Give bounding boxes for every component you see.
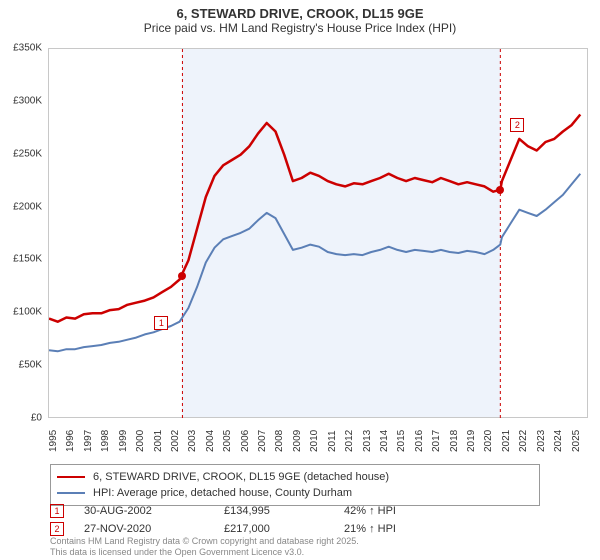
x-tick-label: 2004 bbox=[205, 430, 216, 452]
x-tick-label: 2006 bbox=[240, 430, 251, 452]
legend: 6, STEWARD DRIVE, CROOK, DL15 9GE (detac… bbox=[50, 464, 540, 506]
x-tick-label: 2002 bbox=[170, 430, 181, 452]
y-tick-label: £0 bbox=[31, 413, 42, 424]
legend-swatch bbox=[57, 492, 85, 494]
legend-swatch bbox=[57, 476, 85, 478]
x-tick-label: 2016 bbox=[414, 430, 425, 452]
sale-marker-box: 1 bbox=[154, 316, 168, 330]
sale-row-marker: 1 bbox=[50, 504, 64, 518]
legend-label: 6, STEWARD DRIVE, CROOK, DL15 9GE (detac… bbox=[93, 469, 389, 485]
chart-subtitle: Price paid vs. HM Land Registry's House … bbox=[0, 21, 600, 35]
x-tick-label: 2023 bbox=[536, 430, 547, 452]
y-tick-label: £150K bbox=[13, 254, 42, 265]
x-tick-label: 2025 bbox=[571, 430, 582, 452]
x-tick-label: 2007 bbox=[257, 430, 268, 452]
attribution-line2: This data is licensed under the Open Gov… bbox=[50, 547, 359, 558]
sale-rows: 1 30-AUG-2002£134,99542% ↑ HPI 2 27-NOV-202… bbox=[50, 502, 590, 538]
chart-title: 6, STEWARD DRIVE, CROOK, DL15 9GE bbox=[0, 6, 600, 21]
y-tick-label: £50K bbox=[19, 360, 42, 371]
x-tick-label: 2022 bbox=[518, 430, 529, 452]
sale-point bbox=[496, 186, 504, 194]
chart-container: 6, STEWARD DRIVE, CROOK, DL15 9GE Price … bbox=[0, 0, 600, 560]
title-block: 6, STEWARD DRIVE, CROOK, DL15 9GE Price … bbox=[0, 0, 600, 35]
sale-row-marker: 2 bbox=[50, 522, 64, 536]
legend-label: HPI: Average price, detached house, Coun… bbox=[93, 485, 352, 501]
sale-row-hpi: 21% ↑ HPI bbox=[344, 523, 464, 535]
x-tick-label: 2003 bbox=[187, 430, 198, 452]
x-tick-label: 2000 bbox=[135, 430, 146, 452]
plot-svg bbox=[49, 49, 589, 419]
x-tick-label: 2012 bbox=[344, 430, 355, 452]
y-tick-label: £100K bbox=[13, 307, 42, 318]
sale-row: 1 30-AUG-2002£134,99542% ↑ HPI bbox=[50, 502, 590, 520]
sale-row-price: £134,995 bbox=[224, 505, 344, 517]
x-tick-label: 2009 bbox=[292, 430, 303, 452]
x-tick-label: 2001 bbox=[153, 430, 164, 452]
x-tick-label: 2015 bbox=[396, 430, 407, 452]
sale-row-date: 27-NOV-2020 bbox=[84, 523, 224, 535]
x-axis: 1995 1996 1997 1998 1999 2000 2001 2002 2003 2004… bbox=[48, 420, 588, 460]
sale-row-price: £217,000 bbox=[224, 523, 344, 535]
x-tick-label: 2018 bbox=[449, 430, 460, 452]
x-tick-label: 2010 bbox=[309, 430, 320, 452]
x-tick-label: 2024 bbox=[553, 430, 564, 452]
x-tick-label: 1997 bbox=[83, 430, 94, 452]
plot-area: 12 bbox=[48, 48, 588, 418]
x-tick-label: 1995 bbox=[48, 430, 59, 452]
sale-row-hpi: 42% ↑ HPI bbox=[344, 505, 464, 517]
y-tick-label: £250K bbox=[13, 148, 42, 159]
x-tick-label: 1999 bbox=[118, 430, 129, 452]
y-tick-label: £300K bbox=[13, 95, 42, 106]
sale-marker-box: 2 bbox=[510, 118, 524, 132]
x-tick-label: 2011 bbox=[327, 430, 338, 452]
x-tick-label: 1998 bbox=[100, 430, 111, 452]
x-tick-label: 2017 bbox=[431, 430, 442, 452]
y-axis: £0£50K£100K£150K£200K£250K£300K£350K bbox=[0, 48, 46, 418]
x-tick-label: 2005 bbox=[222, 430, 233, 452]
x-tick-label: 2014 bbox=[379, 430, 390, 452]
x-tick-label: 1996 bbox=[65, 430, 76, 452]
sale-row-date: 30-AUG-2002 bbox=[84, 505, 224, 517]
x-tick-label: 2021 bbox=[501, 430, 512, 452]
x-tick-label: 2020 bbox=[483, 430, 494, 452]
attribution: Contains HM Land Registry data © Crown c… bbox=[50, 536, 359, 558]
y-tick-label: £200K bbox=[13, 201, 42, 212]
x-tick-label: 2019 bbox=[466, 430, 477, 452]
legend-row: HPI: Average price, detached house, Coun… bbox=[57, 485, 533, 501]
x-tick-label: 2008 bbox=[274, 430, 285, 452]
legend-row: 6, STEWARD DRIVE, CROOK, DL15 9GE (detac… bbox=[57, 469, 533, 485]
x-tick-label: 2013 bbox=[362, 430, 373, 452]
y-tick-label: £350K bbox=[13, 43, 42, 54]
sale-point bbox=[178, 272, 186, 280]
attribution-line1: Contains HM Land Registry data © Crown c… bbox=[50, 536, 359, 547]
